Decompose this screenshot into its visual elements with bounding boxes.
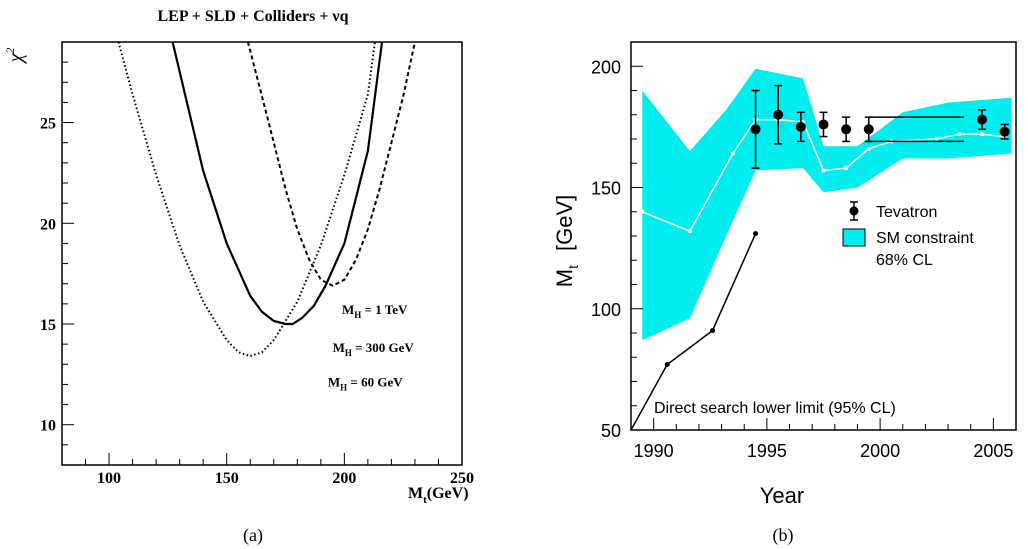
chart-b-y-tick-label: 50	[601, 421, 621, 441]
sm-central-point	[821, 168, 826, 173]
chart-a-y-tick-label: 15	[40, 317, 56, 334]
chart-b: 1990 1995 2000 2005 50 100 150 200 Year Mt[GeV]…	[552, 41, 1017, 508]
sm-central-point	[640, 209, 645, 214]
legend-sm-cl-label: 68% CL	[876, 252, 933, 269]
chart-a-x-tick-label: 100	[97, 470, 121, 487]
direct-limit-point	[710, 328, 716, 334]
tevatron-point	[773, 109, 784, 120]
chi2-curve-mh300	[171, 41, 384, 326]
chart-a-x-tick-label: 250	[450, 470, 474, 487]
chart-b-y-axis-label: Mt[GeV]	[552, 195, 581, 287]
legend-sm-swatch	[842, 228, 866, 247]
chart-a-x-tick-label: 200	[332, 470, 356, 487]
chart-a-x-axis-label: Mt(GeV)	[408, 485, 469, 506]
chart-a-annotation: MH = 60 GeV	[328, 374, 403, 392]
chart-b-x-tick-label: 2005	[973, 441, 1013, 461]
sm-central-point	[687, 229, 692, 234]
chart-a-title: LEP + SLD + Colliders + νq	[158, 8, 349, 25]
chart-b-y-tick-label: 150	[591, 179, 621, 199]
chart-a-annotation: MH = 300 GeV	[333, 340, 415, 358]
sm-central-point	[730, 151, 735, 156]
chart-b-x-tick-label: 2000	[860, 441, 900, 461]
chart-a-y-tick-label: 20	[40, 216, 56, 233]
chart-b-y-tick-label: 200	[591, 57, 621, 77]
svg-text:Mt(GeV): Mt(GeV)	[408, 485, 469, 506]
tevatron-point	[977, 114, 988, 125]
sm-central-point	[844, 166, 849, 171]
chart-b-legend: Tevatron SM constraint 68% CL	[842, 201, 974, 269]
chart-a-y-tick-label: 10	[40, 418, 56, 435]
direct-limit-point	[753, 231, 759, 237]
direct-limit-label: Direct search lower limit (95% CL)	[654, 400, 896, 417]
legend-tevatron-label: Tevatron	[876, 204, 937, 221]
direct-limit-point	[664, 362, 670, 368]
chi2-curve-mh1000	[246, 41, 416, 287]
chart-a-annotation: MH = 1 TeV	[342, 302, 408, 320]
chart-b-x-tick-label: 1990	[634, 441, 674, 461]
legend-tevatron-marker	[849, 206, 859, 216]
sm-central-point	[957, 132, 962, 137]
chi2-curve-mh60	[117, 41, 376, 358]
tevatron-point	[818, 119, 829, 130]
sm-central-line	[642, 118, 1005, 233]
tevatron-point	[841, 124, 852, 135]
sm-central-point	[866, 146, 871, 151]
tevatron-point	[863, 124, 874, 135]
chart-b-x-axis-label: Year	[760, 483, 804, 508]
chart-a-y-axis-label: χ2	[3, 48, 27, 65]
sm-central-point	[980, 132, 985, 137]
chart-a-y-tick-label: 25	[40, 116, 56, 133]
chart-a-frame	[61, 41, 463, 466]
chart-b-y-tick-label: 100	[591, 300, 621, 320]
direct-limit-line	[630, 233, 757, 431]
panel-label-a: (a)	[243, 525, 263, 546]
chart-b-x-tick-label: 1995	[747, 441, 787, 461]
tevatron-point	[999, 126, 1010, 137]
sm-central-point	[934, 137, 939, 141]
chart-a-x-tick-label: 150	[215, 470, 239, 487]
tevatron-point	[750, 124, 761, 135]
tevatron-point	[795, 121, 806, 132]
chart-a: LEP + SLD + Colliders + νq χ2 Mt(GeV) 10…	[3, 8, 474, 506]
panel-label-b: (b)	[773, 525, 794, 546]
legend-sm-label: SM constraint	[876, 230, 974, 247]
sm-constraint-band	[642, 68, 1012, 341]
